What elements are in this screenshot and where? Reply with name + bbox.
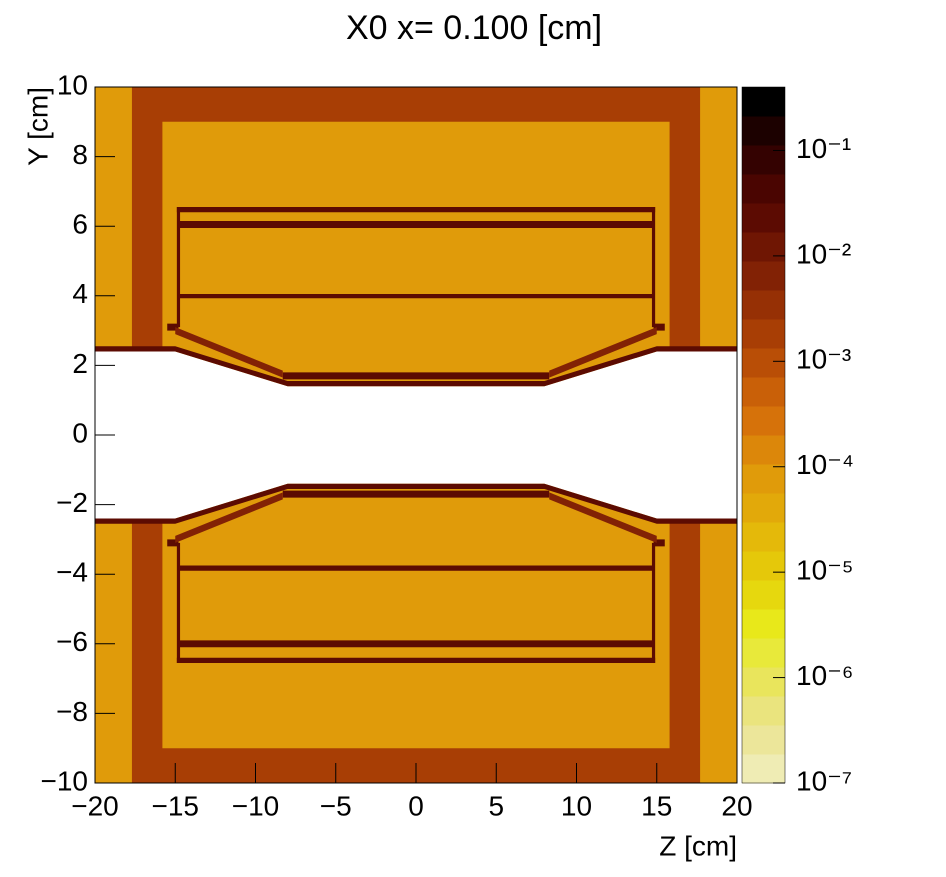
y-tick-label: −6 (56, 626, 88, 657)
z-tick-label: 10⁻¹ (796, 133, 851, 164)
colorbar-bin (742, 203, 785, 233)
x-tick-label: −5 (320, 790, 352, 821)
y-tick-label: −10 (41, 765, 89, 796)
x-tick-label: 15 (641, 790, 672, 821)
colorbar-bin (742, 580, 785, 610)
region (282, 490, 550, 498)
colorbar-bin (742, 696, 785, 726)
region (95, 351, 737, 519)
colorbar-bin (742, 609, 785, 639)
region (549, 492, 657, 543)
y-tick-label: −4 (56, 557, 88, 588)
region (95, 346, 737, 387)
region (162, 121, 670, 348)
z-tick-label: 10⁻⁴ (796, 449, 854, 480)
colorbar-bin (742, 754, 785, 784)
y-tick-label: 0 (72, 417, 88, 448)
region (282, 372, 550, 380)
region (176, 542, 181, 663)
region (95, 483, 737, 524)
colorbar-bin (742, 725, 785, 755)
z-tick-label: 10⁻² (796, 238, 851, 269)
colorbar-bin (742, 261, 785, 291)
colorbar-bin (742, 290, 785, 320)
region (651, 542, 656, 663)
x-tick-label: 10 (561, 790, 592, 821)
x-tick-label: −10 (232, 790, 280, 821)
x-tick-label: 0 (408, 790, 424, 821)
colorbar-bin (742, 348, 785, 378)
colorbar-bin (742, 522, 785, 552)
x-tick-label: 20 (721, 790, 752, 821)
y-tick-label: 4 (72, 278, 88, 309)
colorbar-bin (742, 116, 785, 146)
y-tick-label: 6 (72, 209, 88, 240)
y-tick-label: 8 (72, 139, 88, 170)
region (176, 657, 656, 663)
x-axis-label: Z [cm] (659, 830, 737, 861)
x-tick-label: 5 (488, 790, 504, 821)
y-tick-label: −2 (56, 487, 88, 518)
region (549, 327, 657, 378)
y-tick-label: 2 (72, 348, 88, 379)
colorbar-frame (741, 86, 786, 784)
colorbar-bin (742, 638, 785, 668)
colorbar-bin (742, 232, 785, 262)
region (176, 207, 656, 213)
colorbar-bin (742, 464, 785, 494)
z-tick-label: 10⁻⁷ (796, 765, 852, 796)
chart-title: X0 x= 0.100 [cm] (346, 9, 602, 47)
x-tick-label: −20 (71, 790, 119, 821)
colorbar-bin (742, 435, 785, 465)
colorbar-bin (742, 406, 785, 436)
x-tick-label: −15 (152, 790, 200, 821)
z-tick-label: 10⁻³ (796, 344, 851, 375)
region (175, 492, 283, 543)
y-tick-label: 10 (57, 69, 88, 100)
z-tick-label: 10⁻⁵ (796, 555, 854, 586)
colorbar-bin (742, 145, 785, 175)
region (178, 640, 654, 648)
region (162, 522, 670, 749)
y-axis-label: Y [cm] (22, 87, 53, 166)
region (178, 565, 654, 571)
z-tick-label: 10⁻⁶ (796, 660, 853, 691)
colorbar-bin (742, 87, 785, 117)
region (178, 220, 654, 228)
colorbar-bin (742, 551, 785, 581)
colorbar-bin (742, 174, 785, 204)
colorbar-bin (742, 667, 785, 697)
colorbar-bin (742, 319, 785, 349)
y-tick-label: −8 (56, 696, 88, 727)
region (178, 294, 654, 299)
colorbar-bin (742, 377, 785, 407)
region (175, 327, 283, 378)
colorbar-bin (742, 493, 785, 523)
